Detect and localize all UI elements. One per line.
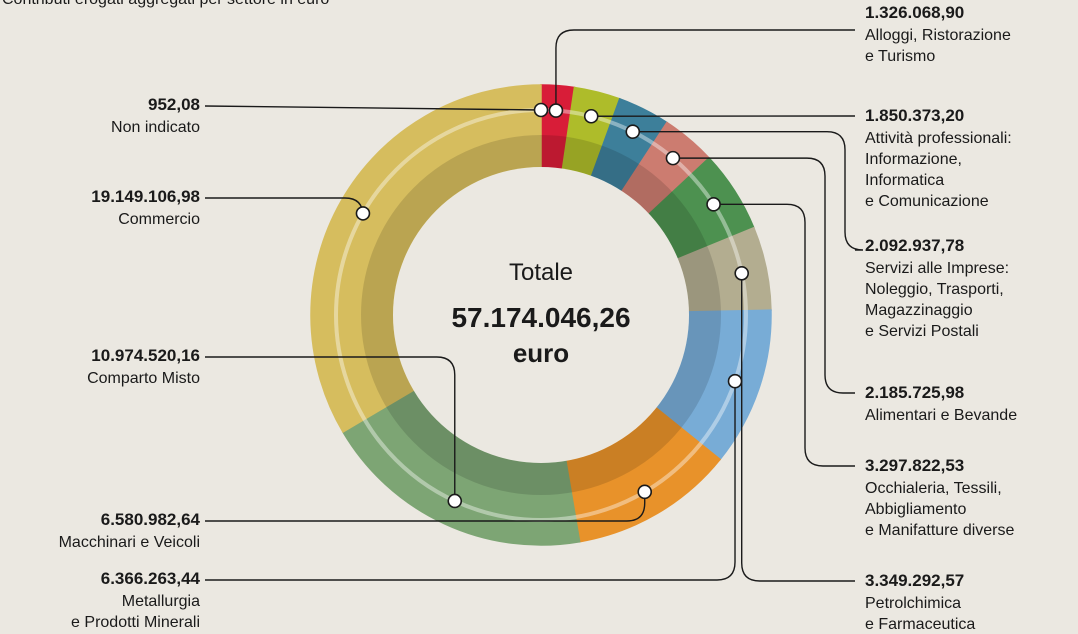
category-label: Petrolchimica e Farmaceutica [865,595,975,633]
leader-dot [625,124,641,139]
category-label: Attività professionali: Informazione, Info… [865,130,1012,210]
category-label: Comparto Misto [87,370,200,387]
leader-line [204,105,542,111]
category-label: Metallurgia e Prodotti Minerali [71,593,200,631]
leader-dot [447,493,463,509]
value-label: 1.850.373,20 [865,106,964,125]
inner-shade [361,135,721,495]
value-label: 1.326.068,90 [865,3,964,22]
leader-line [672,157,855,394]
center-unit: euro [513,338,569,368]
value-label: 6.580.982,64 [101,510,201,529]
leader-line [205,491,646,522]
leader-line [205,381,736,581]
category-label: Macchinari e Veicoli [59,534,200,551]
center-label: Totale [509,259,573,286]
leader-line [713,203,855,467]
leader-dot [665,150,681,166]
leader-line [632,130,864,251]
value-label: 6.366.263,44 [101,569,201,588]
category-label: Alimentari e Bevande [865,407,1017,424]
category-label: Alloggi, Ristorazione e Turismo [865,27,1011,65]
value-label: 3.297.822,53 [865,456,964,475]
value-label: 952,08 [148,95,200,114]
value-label: 19.149.106,98 [91,187,200,206]
leader-dot [533,102,549,118]
leader-dot [706,197,721,212]
category-label: Non indicato [111,119,200,136]
chart-title: Contributi erogati aggregati per settore… [2,0,329,8]
leader-dot [355,206,371,221]
leader-line [741,273,855,582]
leader-dot [734,265,750,281]
leader-dot [548,103,564,118]
category-label: Servizi alle Imprese: Noleggio, Trasporti… [865,260,1009,340]
donut [310,84,772,546]
value-label: 10.974.520,16 [91,346,200,365]
center-disc [393,167,689,463]
category-label: Commercio [118,211,200,228]
leader-dot [727,373,743,389]
value-label: 3.349.292,57 [865,571,964,590]
value-label: 2.092.937,78 [865,236,964,255]
value-label: 2.185.725,98 [865,383,964,402]
leader-line [205,356,456,501]
leader-dot [583,108,599,124]
category-label: Occhialeria, Tessili, Abbigliamento e Mani… [865,480,1015,539]
leaders [204,29,864,582]
leader-line [555,29,855,111]
leader-dot [637,484,653,500]
center-value: 57.174.046,26 [451,302,630,333]
